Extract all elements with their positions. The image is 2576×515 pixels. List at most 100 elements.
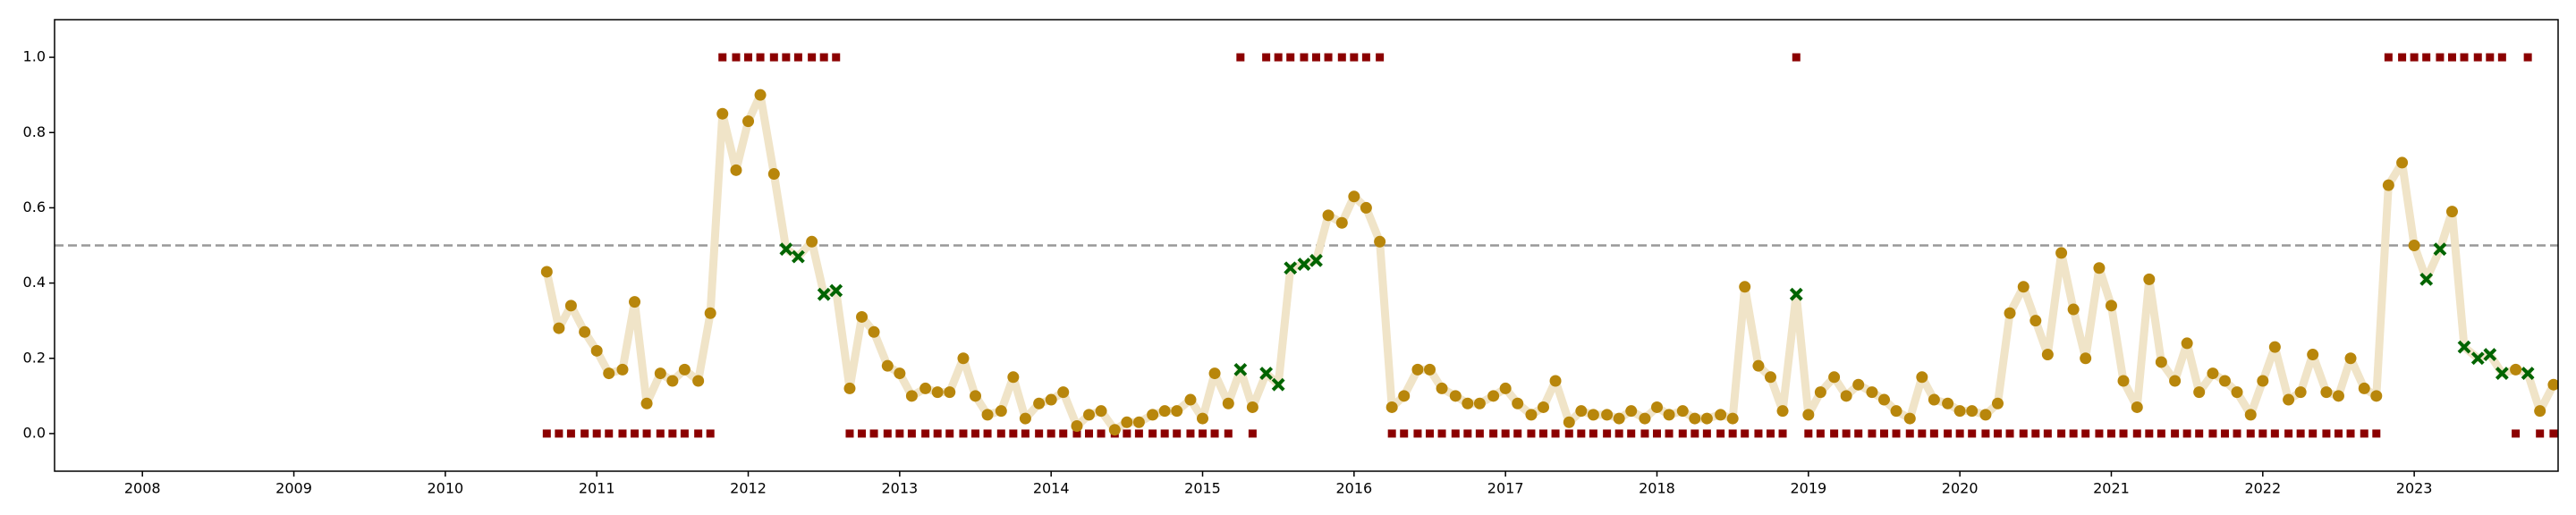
label-marker (2220, 429, 2229, 438)
label-marker (1577, 429, 1586, 438)
probability-point (1953, 405, 1966, 418)
x-tick-label: 2015 (1184, 480, 1221, 497)
label-marker (2171, 429, 2180, 438)
label-marker (983, 429, 992, 438)
probability-point (1246, 401, 1258, 413)
label-marker (1816, 429, 1825, 438)
label-marker (2106, 429, 2115, 438)
probability-point (2244, 409, 2257, 421)
label-marker (1589, 429, 1597, 438)
label-marker (1199, 429, 1208, 438)
label-marker (1918, 429, 1927, 438)
label-marker (1072, 429, 1081, 438)
label-marker (694, 429, 703, 438)
probability-point (2041, 349, 2054, 361)
probability-point (2029, 315, 2042, 327)
label-marker (921, 429, 930, 438)
probability-point (1942, 397, 1954, 409)
label-marker (845, 429, 854, 438)
label-marker (2410, 53, 2419, 62)
miss-marker (779, 242, 793, 257)
label-marker (2132, 429, 2141, 438)
miss-marker (2457, 340, 2471, 354)
probability-point (553, 322, 565, 334)
label-marker (1652, 429, 1661, 438)
label-marker (2360, 429, 2368, 438)
y-tick-label: 0.2 (23, 349, 46, 366)
y-tick-label: 0.6 (23, 198, 46, 215)
label-marker (1248, 429, 1257, 438)
label-marker (1123, 429, 1131, 438)
label-marker (1678, 429, 1687, 438)
probability-point (2358, 382, 2370, 394)
probability-point (1537, 401, 1549, 413)
probability-point (2307, 349, 2319, 361)
label-marker (642, 429, 651, 438)
x-tick-label: 2016 (1335, 480, 1372, 497)
label-marker (1792, 53, 1801, 62)
label-marker (2384, 53, 2393, 62)
label-marker (1868, 429, 1877, 438)
x-tick-label: 2008 (124, 480, 161, 497)
label-marker (542, 429, 551, 438)
probability-point (1499, 382, 1512, 394)
label-marker (2246, 429, 2255, 438)
x-tick-label: 2018 (1639, 480, 1675, 497)
miss-marker (1259, 367, 1274, 380)
miss-marker (1284, 261, 1298, 275)
label-marker (2512, 429, 2521, 438)
label-marker (1489, 429, 1498, 438)
miss-marker (2433, 242, 2447, 257)
probability-point (2155, 356, 2167, 368)
x-tick-label: 2019 (1790, 480, 1826, 497)
label-marker (680, 429, 689, 438)
label-marker (1337, 53, 1346, 62)
probability-point (1121, 416, 1133, 428)
probability-point (1424, 363, 1436, 376)
label-marker (1538, 429, 1547, 438)
label-marker (1955, 429, 1964, 438)
probability-point (2004, 307, 2016, 319)
probability-point (1852, 378, 1865, 391)
label-marker (2069, 429, 2078, 438)
label-marker (1426, 429, 1435, 438)
probability-point (2283, 393, 2295, 406)
label-marker (2398, 53, 2407, 62)
label-marker (1148, 429, 1157, 438)
label-marker (580, 429, 589, 438)
label-marker (1085, 429, 1094, 438)
probability-point (1436, 382, 1448, 394)
probability-point (1814, 386, 1826, 399)
miss-marker (1789, 287, 1803, 301)
probability-point (1385, 401, 1398, 413)
miss-marker (829, 283, 843, 298)
probability-point (1525, 409, 1538, 421)
probability-point (2055, 247, 2068, 259)
probability-point (564, 300, 577, 312)
probability-point (1877, 393, 1890, 406)
label-marker (2095, 429, 2104, 438)
probability-point (590, 344, 603, 357)
label-marker (631, 429, 640, 438)
label-marker (1640, 429, 1649, 438)
probability-point (881, 359, 894, 372)
probability-point (1171, 405, 1183, 418)
probability-point (2193, 386, 2206, 399)
label-marker (605, 429, 614, 438)
label-marker (1400, 429, 1409, 438)
probability-point (2143, 273, 2156, 285)
y-tick-label: 1.0 (23, 48, 46, 65)
probability-point (1487, 390, 1500, 402)
probability-point (1158, 405, 1171, 418)
label-marker (2447, 53, 2456, 62)
probability-point (654, 367, 666, 380)
label-marker (1361, 53, 1370, 62)
probability-point (1071, 420, 1083, 432)
probability-point (2396, 156, 2409, 169)
label-marker (1929, 429, 1938, 438)
probability-point (2231, 386, 2243, 399)
probability-point (1663, 409, 1675, 421)
label-marker (1134, 429, 1143, 438)
